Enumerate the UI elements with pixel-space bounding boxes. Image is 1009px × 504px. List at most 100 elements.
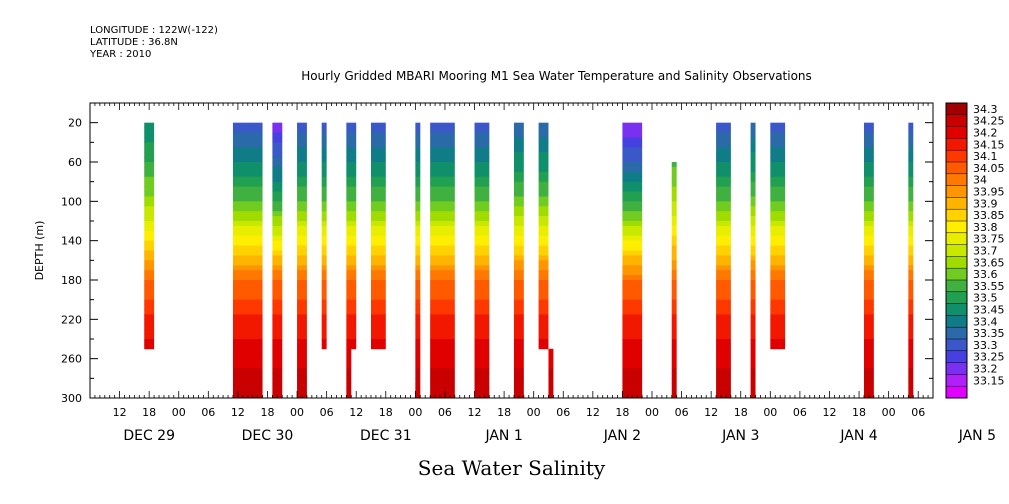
heatmap-cell bbox=[538, 324, 549, 330]
heatmap-cell bbox=[272, 147, 283, 153]
heatmap-cell bbox=[671, 230, 677, 237]
heatmap-cell bbox=[297, 211, 307, 217]
heatmap-cell bbox=[346, 211, 357, 217]
heatmap-cell bbox=[513, 373, 524, 379]
heatmap-cell bbox=[622, 343, 643, 350]
heatmap-cell bbox=[232, 319, 263, 325]
heatmap-cell bbox=[232, 142, 263, 148]
heatmap-cell bbox=[474, 206, 490, 212]
heatmap-cell bbox=[474, 284, 490, 291]
heatmap-cell bbox=[272, 132, 283, 138]
heatmap-cell bbox=[232, 240, 263, 246]
heatmap-cell bbox=[430, 265, 455, 271]
heatmap-cell bbox=[770, 250, 786, 256]
heatmap-cell bbox=[671, 186, 677, 192]
heatmap-cell bbox=[750, 181, 756, 187]
heatmap-cell bbox=[908, 132, 914, 138]
heatmap-cell bbox=[346, 176, 357, 183]
heatmap-cell bbox=[297, 221, 307, 227]
heatmap-cell bbox=[415, 176, 421, 183]
heatmap-cell bbox=[321, 142, 327, 148]
heatmap-cell bbox=[232, 245, 263, 251]
heatmap-cell bbox=[297, 157, 307, 163]
heatmap-cell bbox=[513, 147, 524, 153]
heatmap-cell bbox=[321, 265, 327, 271]
heatmap-cell bbox=[346, 314, 357, 320]
heatmap-cell bbox=[622, 368, 643, 374]
heatmap-cell bbox=[863, 216, 874, 222]
heatmap-cell bbox=[415, 329, 421, 335]
colorbar-swatch bbox=[946, 280, 967, 293]
heatmap-cell bbox=[750, 319, 756, 325]
colorbar-swatch bbox=[946, 244, 967, 257]
heatmap-cell bbox=[144, 206, 155, 212]
heatmap-cell bbox=[321, 343, 327, 350]
heatmap-cell bbox=[671, 206, 677, 212]
metadata-block: LONGITUDE : 122W(-122) LATITUDE : 36.8N … bbox=[90, 25, 218, 61]
heatmap-cell bbox=[144, 309, 155, 315]
x-hour-tick-label: 18 bbox=[379, 406, 393, 419]
heatmap-cell bbox=[297, 191, 307, 197]
heatmap-cell bbox=[863, 230, 874, 237]
x-hour-tick-label: 00 bbox=[172, 406, 186, 419]
heatmap-cell bbox=[908, 383, 914, 389]
colorbar-swatch bbox=[946, 209, 967, 222]
heatmap-cell bbox=[750, 339, 756, 345]
heatmap-cell bbox=[474, 378, 490, 384]
colorbar-label: 33.95 bbox=[973, 186, 1005, 199]
heatmap-cell bbox=[474, 245, 490, 251]
heatmap-cell bbox=[622, 388, 643, 394]
heatmap-cell bbox=[297, 309, 307, 315]
heatmap-cell bbox=[297, 127, 307, 133]
heatmap-cell bbox=[430, 299, 455, 305]
heatmap-cell bbox=[144, 299, 155, 305]
heatmap-cell bbox=[346, 147, 357, 153]
heatmap-cell bbox=[346, 284, 357, 291]
y-tick-label: 220 bbox=[61, 313, 82, 326]
heatmap-cell bbox=[346, 255, 357, 261]
colorbar-swatch bbox=[946, 386, 967, 399]
heatmap-cell bbox=[272, 122, 283, 128]
heatmap-cell bbox=[474, 319, 490, 325]
heatmap-cell bbox=[622, 206, 643, 212]
heatmap-cell bbox=[474, 230, 490, 237]
heatmap-cell bbox=[297, 289, 307, 296]
x-hour-tick-label: 12 bbox=[822, 406, 836, 419]
heatmap-cell bbox=[144, 329, 155, 335]
heatmap-cell bbox=[716, 329, 731, 335]
heatmap-cell bbox=[346, 265, 357, 271]
heatmap-cell bbox=[346, 225, 357, 232]
heatmap-cell bbox=[513, 211, 524, 217]
heatmap-cell bbox=[538, 284, 549, 291]
heatmap-cell bbox=[716, 378, 731, 384]
heatmap-cell bbox=[622, 235, 643, 242]
heatmap-cell bbox=[272, 284, 283, 291]
heatmap-cell bbox=[513, 132, 524, 138]
heatmap-cell bbox=[513, 265, 524, 271]
heatmap-cell bbox=[622, 221, 643, 227]
heatmap-cell bbox=[671, 289, 677, 296]
heatmap-cell bbox=[232, 255, 263, 261]
heatmap-cell bbox=[548, 373, 554, 379]
heatmap-cell bbox=[415, 343, 421, 350]
heatmap-cell bbox=[908, 270, 914, 276]
heatmap-cell bbox=[371, 255, 386, 261]
heatmap-cell bbox=[232, 348, 263, 355]
heatmap-cell bbox=[770, 343, 786, 350]
heatmap-cell bbox=[430, 211, 455, 217]
heatmap-cell bbox=[513, 270, 524, 276]
heatmap-cell bbox=[430, 196, 455, 202]
x-hour-tick-label: 00 bbox=[882, 406, 896, 419]
heatmap-cell bbox=[908, 235, 914, 242]
heatmap-cell bbox=[297, 176, 307, 183]
heatmap-cell bbox=[272, 378, 283, 384]
heatmap-cell bbox=[144, 334, 155, 340]
heatmap-cell bbox=[750, 393, 756, 399]
heatmap-cell bbox=[321, 250, 327, 256]
heatmap-cell bbox=[430, 348, 455, 355]
heatmap-cell bbox=[371, 245, 386, 251]
heatmap-cell bbox=[474, 393, 490, 399]
colorbar-swatch bbox=[946, 162, 967, 175]
heatmap-cell bbox=[538, 319, 549, 325]
colorbar-label: 33.7 bbox=[973, 245, 998, 258]
